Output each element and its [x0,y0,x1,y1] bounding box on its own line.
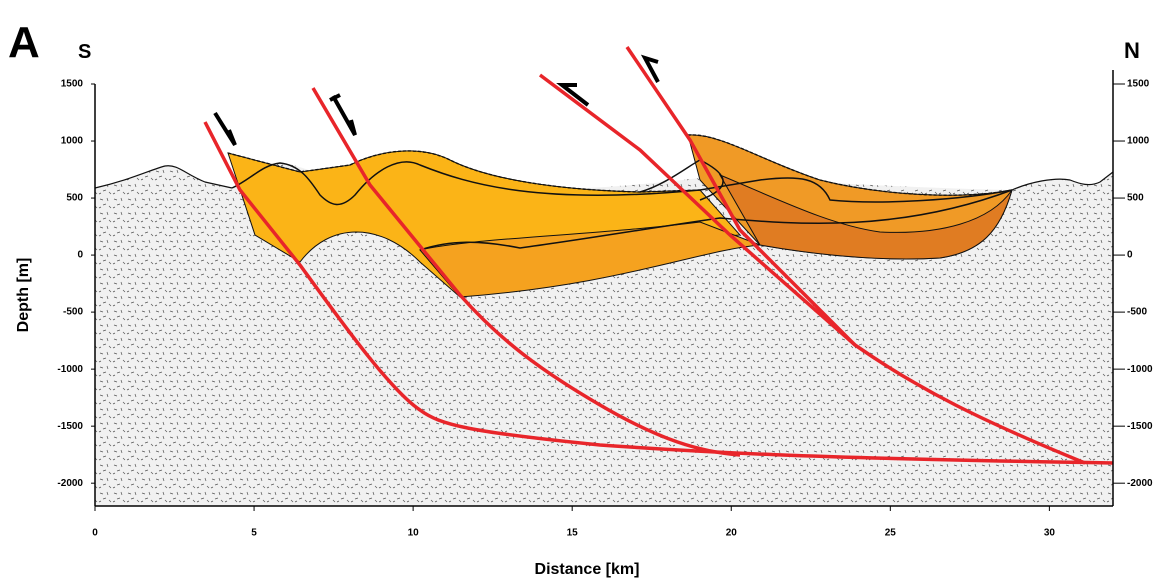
y-tick-label: 1000 [1127,136,1150,147]
motion-arrow [215,113,235,145]
x-tick-label: 30 [1044,528,1056,539]
y-tick-label: 1000 [61,136,84,147]
y-tick-label: -1500 [57,421,83,432]
south-label: S [78,41,91,63]
y-tick-label: -1000 [57,364,83,375]
cross-section: A S N Distance [km] Depth [m] 0 5 10 15 20 25… [0,0,1174,583]
y-tick-label: 0 [1127,250,1133,261]
y-tick-label: 0 [77,250,83,261]
y-tick-label: -1500 [1127,421,1153,432]
y-tick-label: 1500 [1127,79,1150,90]
y-tick-label: -2000 [1127,478,1153,489]
y-axis-title: Depth [m] [15,258,32,333]
north-label: N [1124,38,1140,63]
y-tick-label: -1000 [1127,364,1153,375]
x-tick-label: 15 [567,528,579,539]
x-tick-label: 10 [408,528,420,539]
y-tick-label: -500 [63,307,83,318]
x-tick-label: 20 [726,528,738,539]
motion-arrow [330,95,355,135]
panel-label: A [8,18,40,67]
x-tick-label: 0 [92,528,98,539]
y-tick-label: 1500 [61,79,84,90]
y-tick-label: 500 [66,193,83,204]
y-tick-label: -500 [1127,307,1147,318]
x-axis-title: Distance [km] [535,561,640,578]
x-tick-label: 5 [251,528,257,539]
y-tick-label: -2000 [57,478,83,489]
x-tick-label: 25 [885,528,897,539]
y-tick-label: 500 [1127,193,1144,204]
